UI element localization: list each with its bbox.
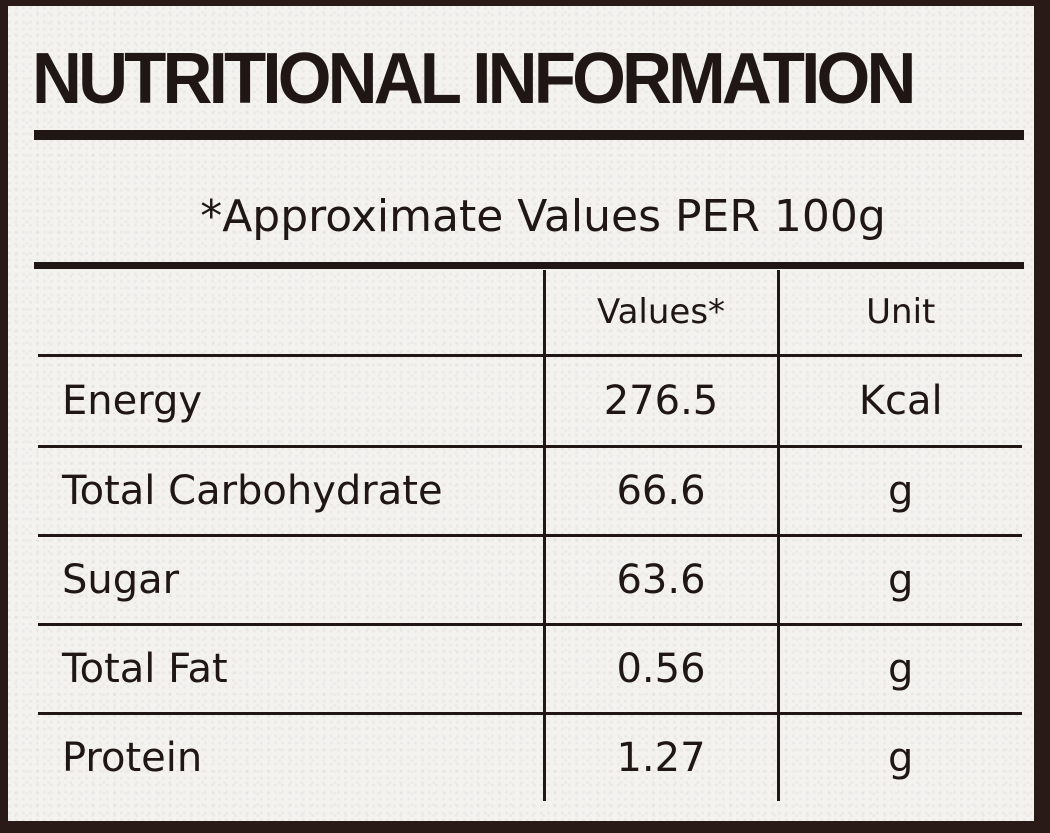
table-row: Energy 276.5 Kcal bbox=[38, 355, 1022, 448]
nutrient-value: 63.6 bbox=[544, 535, 780, 626]
nutrition-label: NUTRITIONAL INFORMATION *Approximate Val… bbox=[8, 6, 1034, 821]
table-header-row: Values* Unit bbox=[38, 270, 1022, 357]
nutrient-name: Total Carbohydrate bbox=[38, 446, 546, 537]
table-top-divider bbox=[34, 262, 1024, 269]
table-row: Sugar 63.6 g bbox=[38, 535, 1022, 626]
nutrient-unit: g bbox=[778, 535, 1022, 626]
table-row: Total Carbohydrate 66.6 g bbox=[38, 446, 1022, 537]
nutrient-value: 66.6 bbox=[544, 446, 780, 537]
nutrition-table: Values* Unit Energy 276.5 Kcal Total Car… bbox=[38, 270, 1022, 801]
label-subtitle: *Approximate Values PER 100g bbox=[200, 191, 886, 242]
title-divider bbox=[34, 130, 1024, 140]
nutrient-value: 1.27 bbox=[544, 713, 780, 801]
nutrient-value: 0.56 bbox=[544, 624, 780, 715]
nutrient-unit: g bbox=[778, 624, 1022, 715]
table-row: Protein 1.27 g bbox=[38, 713, 1022, 801]
table-row: Total Fat 0.56 g bbox=[38, 624, 1022, 715]
header-values: Values* bbox=[544, 270, 780, 357]
nutrient-unit: Kcal bbox=[778, 355, 1022, 448]
nutrient-unit: g bbox=[888, 735, 914, 781]
label-title: NUTRITIONAL INFORMATION bbox=[32, 39, 916, 119]
nutrient-name: Protein bbox=[38, 713, 546, 801]
nutrient-name: Total Fat bbox=[38, 624, 546, 715]
nutrient-value: 276.5 bbox=[544, 355, 780, 448]
header-nutrient bbox=[38, 270, 546, 357]
header-unit: Unit bbox=[778, 270, 1022, 357]
nutrient-name: Sugar bbox=[38, 535, 546, 626]
nutrient-name: Energy bbox=[38, 355, 546, 448]
nutrient-unit: g bbox=[778, 446, 1022, 537]
